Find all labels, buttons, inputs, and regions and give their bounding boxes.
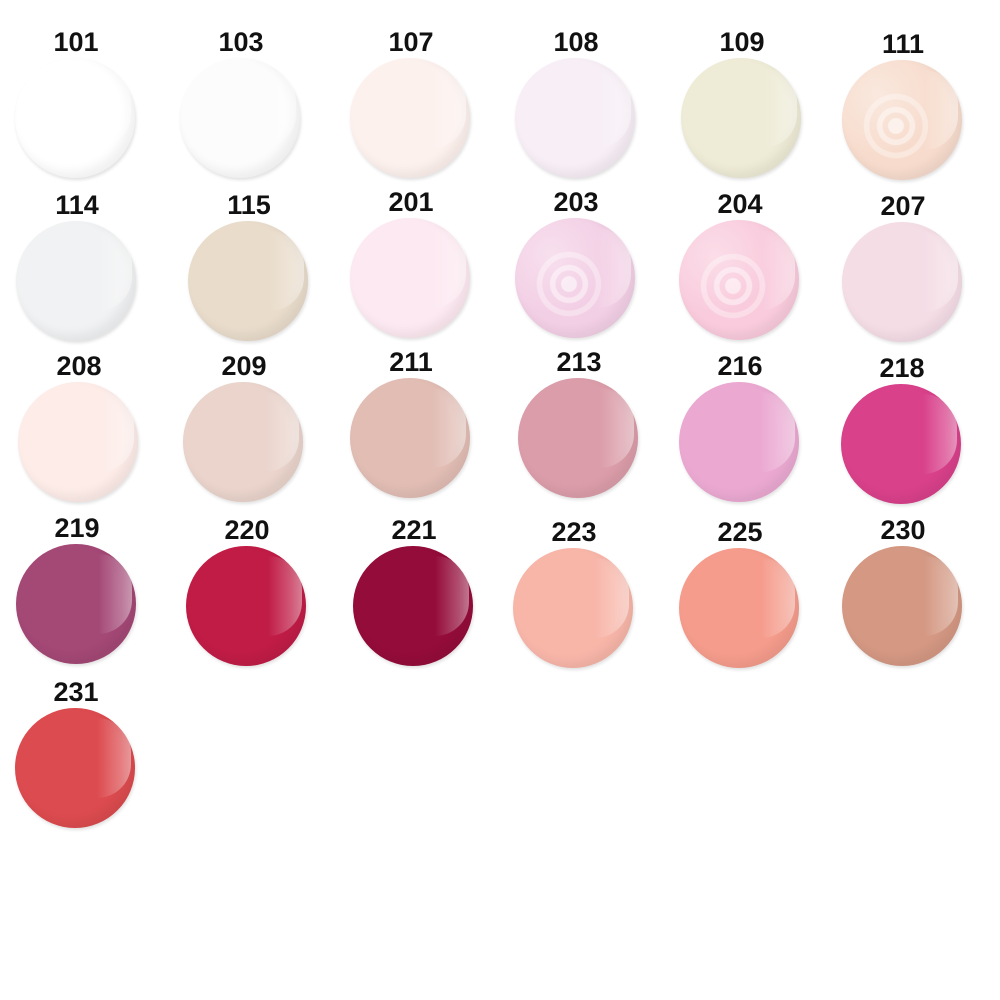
swatch-color-disc xyxy=(679,382,799,502)
swatch-code: 201 xyxy=(388,187,434,217)
swatch[interactable]: 223 xyxy=(513,490,635,668)
swatch-color-disc xyxy=(18,382,138,502)
swatch-color-disc xyxy=(353,546,473,666)
swatch[interactable]: 109 xyxy=(681,0,803,178)
swatch-code: 219 xyxy=(54,513,100,543)
swatch[interactable]: 203 xyxy=(515,160,637,338)
swatch-code: 203 xyxy=(553,187,599,217)
swatch[interactable]: 209 xyxy=(183,324,305,502)
swatch-color-disc xyxy=(183,382,303,502)
swatch-code: 230 xyxy=(880,515,926,545)
swatch-color-disc xyxy=(518,378,638,498)
swatch-color-disc xyxy=(679,220,799,340)
swatch[interactable]: 114 xyxy=(16,163,138,341)
swatch[interactable]: 213 xyxy=(518,320,640,498)
swatch[interactable]: 108 xyxy=(515,0,637,178)
swatch[interactable]: 230 xyxy=(842,488,964,666)
swatch-code: 211 xyxy=(389,347,433,377)
swatch-color-disc xyxy=(15,58,135,178)
swatch[interactable]: 220 xyxy=(186,488,308,666)
swatch-code: 101 xyxy=(53,27,99,57)
swatch-color-disc xyxy=(180,58,300,178)
swatch[interactable]: 103 xyxy=(180,0,302,178)
swatch[interactable]: 101 xyxy=(15,0,137,178)
swatch-code: 213 xyxy=(556,347,602,377)
swatch-code: 109 xyxy=(719,27,765,57)
swatch[interactable]: 204 xyxy=(679,162,801,340)
swatch-code: 220 xyxy=(224,515,270,545)
color-swatch-grid: 101 103 107 108 109 111 114 115 201 203 … xyxy=(15,0,964,828)
swatch-code: 114 xyxy=(55,190,99,220)
swatch-color-disc xyxy=(842,546,962,666)
swatch-color-disc xyxy=(186,546,306,666)
swatch[interactable]: 216 xyxy=(679,324,801,502)
swatch-color-disc xyxy=(188,221,308,341)
swatch[interactable]: 107 xyxy=(350,0,472,178)
swatch[interactable]: 207 xyxy=(842,164,964,342)
swatch-code: 231 xyxy=(53,677,99,707)
swatch[interactable]: 211 xyxy=(350,320,472,498)
swatch-code: 103 xyxy=(218,27,264,57)
swatch-color-disc xyxy=(842,222,962,342)
swatch-code: 225 xyxy=(717,517,763,547)
swatch-code: 209 xyxy=(221,351,267,381)
swatch[interactable]: 221 xyxy=(353,488,475,666)
swatch-color-disc xyxy=(16,544,136,664)
swatch-code: 204 xyxy=(717,189,763,219)
swatch[interactable]: 208 xyxy=(18,324,140,502)
swatch-code: 107 xyxy=(388,27,434,57)
swatch-code: 111 xyxy=(881,29,925,59)
swatch[interactable]: 201 xyxy=(350,160,472,338)
swatch-code: 115 xyxy=(227,190,271,220)
swatch-code: 216 xyxy=(717,351,763,381)
swatch[interactable]: 218 xyxy=(841,326,963,504)
swatch[interactable]: 231 xyxy=(15,650,137,828)
swatch-code: 218 xyxy=(879,353,925,383)
swatch-color-disc xyxy=(350,218,470,338)
swatch-color-disc xyxy=(841,384,961,504)
swatch-code: 221 xyxy=(391,515,437,545)
swatch-color-disc xyxy=(15,708,135,828)
swatch[interactable]: 111 xyxy=(842,2,964,180)
swatch[interactable]: 219 xyxy=(16,486,138,664)
swatch-code: 223 xyxy=(551,517,597,547)
swatch-color-disc xyxy=(350,378,470,498)
swatch-color-disc xyxy=(16,221,136,341)
swatch-color-disc xyxy=(679,548,799,668)
swatch-color-disc xyxy=(681,58,801,178)
swatch[interactable]: 115 xyxy=(188,163,310,341)
swatch-code: 108 xyxy=(553,27,599,57)
swatch-code: 207 xyxy=(880,191,926,221)
swatch-code: 208 xyxy=(56,351,102,381)
swatch[interactable]: 225 xyxy=(679,490,801,668)
swatch-color-disc xyxy=(842,60,962,180)
swatch-color-disc xyxy=(513,548,633,668)
